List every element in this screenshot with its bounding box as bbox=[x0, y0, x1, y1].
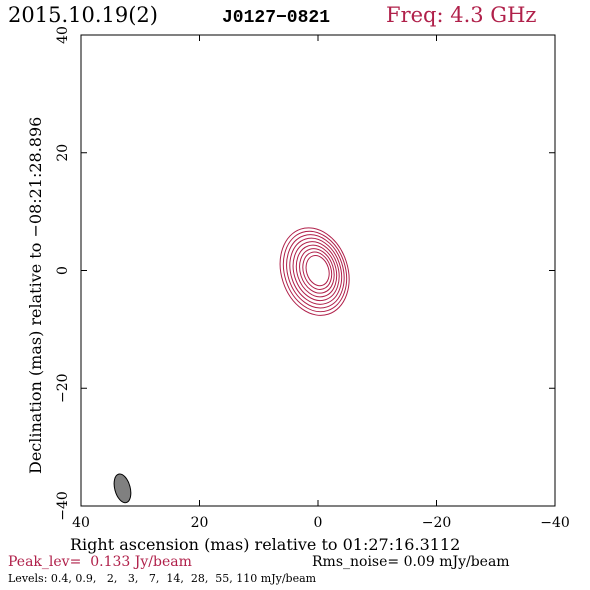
y-tick-label: 0 bbox=[55, 266, 71, 275]
contour-level-6 bbox=[295, 244, 338, 298]
header-date: 2015.10.19(2) bbox=[8, 3, 158, 27]
x-tick-label: −40 bbox=[540, 515, 570, 531]
header-source: J0127−0821 bbox=[222, 8, 330, 28]
contour-group bbox=[279, 227, 350, 316]
x-tick-label: 0 bbox=[314, 515, 323, 531]
x-tick-label: 40 bbox=[72, 515, 90, 531]
contour-level-2 bbox=[282, 230, 348, 313]
contour-level-3 bbox=[286, 234, 345, 309]
rms-noise: Rms_noise= 0.09 mJy/beam bbox=[312, 554, 510, 570]
plot-frame bbox=[80, 34, 556, 507]
y-tick-label: −40 bbox=[55, 491, 71, 521]
contour-levels: Levels: 0.4, 0.9, 2, 3, 7, 14, 28, 55, 1… bbox=[8, 572, 317, 585]
header-freq: Freq: 4.3 GHz bbox=[386, 3, 536, 27]
contour-level-8 bbox=[302, 251, 333, 290]
beam-group bbox=[113, 473, 132, 504]
contour-level-5 bbox=[292, 241, 340, 302]
x-tick-label: −20 bbox=[422, 515, 452, 531]
y-axis-label: Declination (mas) relative to −08:21:28.… bbox=[26, 117, 45, 474]
y-tick-label: 40 bbox=[55, 26, 71, 44]
x-axis-label: Right ascension (mas) relative to 01:27:… bbox=[70, 535, 460, 554]
x-tick-label: 20 bbox=[191, 515, 209, 531]
contour-level-9 bbox=[305, 255, 330, 287]
y-tick-label: −20 bbox=[55, 373, 71, 403]
beam-ellipse bbox=[113, 473, 132, 504]
axis-ticks: 40 20 0 −20 −40 −40 −20 0 20 40 bbox=[55, 26, 570, 531]
contour-level-1 bbox=[279, 227, 350, 316]
peak-level: Peak_lev= 0.133 Jy/beam bbox=[8, 554, 192, 570]
contour-level-7 bbox=[299, 248, 335, 294]
contour-level-4 bbox=[289, 237, 343, 305]
y-tick-label: 20 bbox=[55, 144, 71, 162]
